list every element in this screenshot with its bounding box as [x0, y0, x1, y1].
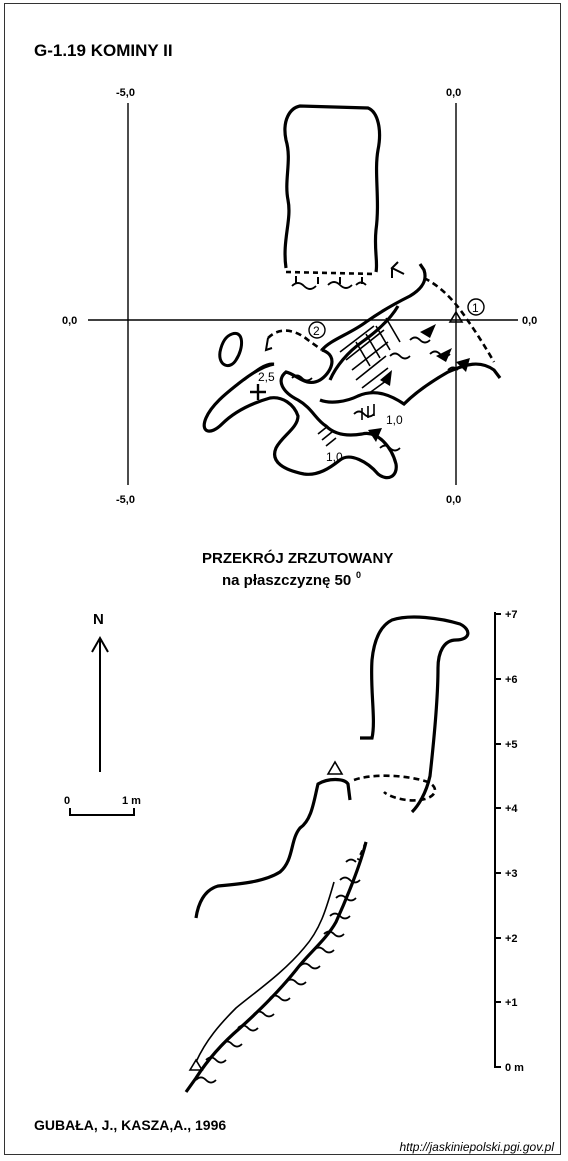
scale-bar-one-m: 1 m — [122, 795, 141, 807]
authors-credit: GUBAŁA, J., KASZA,A., 1996 — [34, 1117, 226, 1133]
grid-label-top-left: -5,0 — [116, 87, 135, 99]
station-1-marker — [467, 298, 485, 316]
section-title-line2: na płaszczyznę 50 — [222, 572, 351, 589]
scale-bar — [69, 808, 135, 816]
section-degree-sign: 0 — [356, 570, 361, 580]
station-1-label: 1 — [472, 301, 479, 315]
north-arrow-icon — [91, 635, 109, 772]
map-title: G-1.19 KOMINY II — [34, 41, 173, 60]
source-url[interactable]: http://jaskiniepolski.pgi.gov.pl — [399, 1140, 554, 1154]
elevation-tick-2: +2 — [505, 933, 518, 945]
grid-label-mid-left: 0,0 — [62, 315, 77, 327]
elevation-tick-0: 0 m — [505, 1062, 524, 1074]
plan-main-passage — [202, 261, 502, 480]
depth-label-1-0-left: 1,0 — [326, 450, 343, 464]
elevation-tick-3: +3 — [505, 868, 518, 880]
grid-label-bottom-left: -5,0 — [116, 494, 135, 506]
grid-label-bottom-right: 0,0 — [446, 494, 461, 506]
elevation-tick-1: +1 — [505, 997, 518, 1009]
grid-label-mid-right: 0,0 — [522, 315, 537, 327]
station-2-label: 2 — [313, 324, 320, 338]
station-2-marker — [308, 321, 326, 339]
elevation-tick-4: +4 — [505, 803, 518, 815]
section-title-line1: PRZEKRÓJ ZRZUTOWANY — [202, 549, 393, 567]
elevation-scale — [494, 612, 501, 1068]
scale-bar-zero: 0 — [64, 795, 70, 807]
section-profile — [184, 615, 470, 1093]
plan-upper-chamber — [283, 104, 382, 290]
depth-label-1-0-right: 1,0 — [386, 413, 403, 427]
elevation-tick-5: +5 — [505, 739, 518, 751]
north-label: N — [93, 611, 104, 628]
map-frame — [4, 3, 561, 1155]
depth-label-2-5: 2,5 — [258, 370, 275, 384]
plan-grid — [88, 103, 518, 485]
elevation-tick-7: +7 — [505, 609, 518, 621]
grid-label-top-right: 0,0 — [446, 87, 461, 99]
elevation-tick-6: +6 — [505, 674, 518, 686]
